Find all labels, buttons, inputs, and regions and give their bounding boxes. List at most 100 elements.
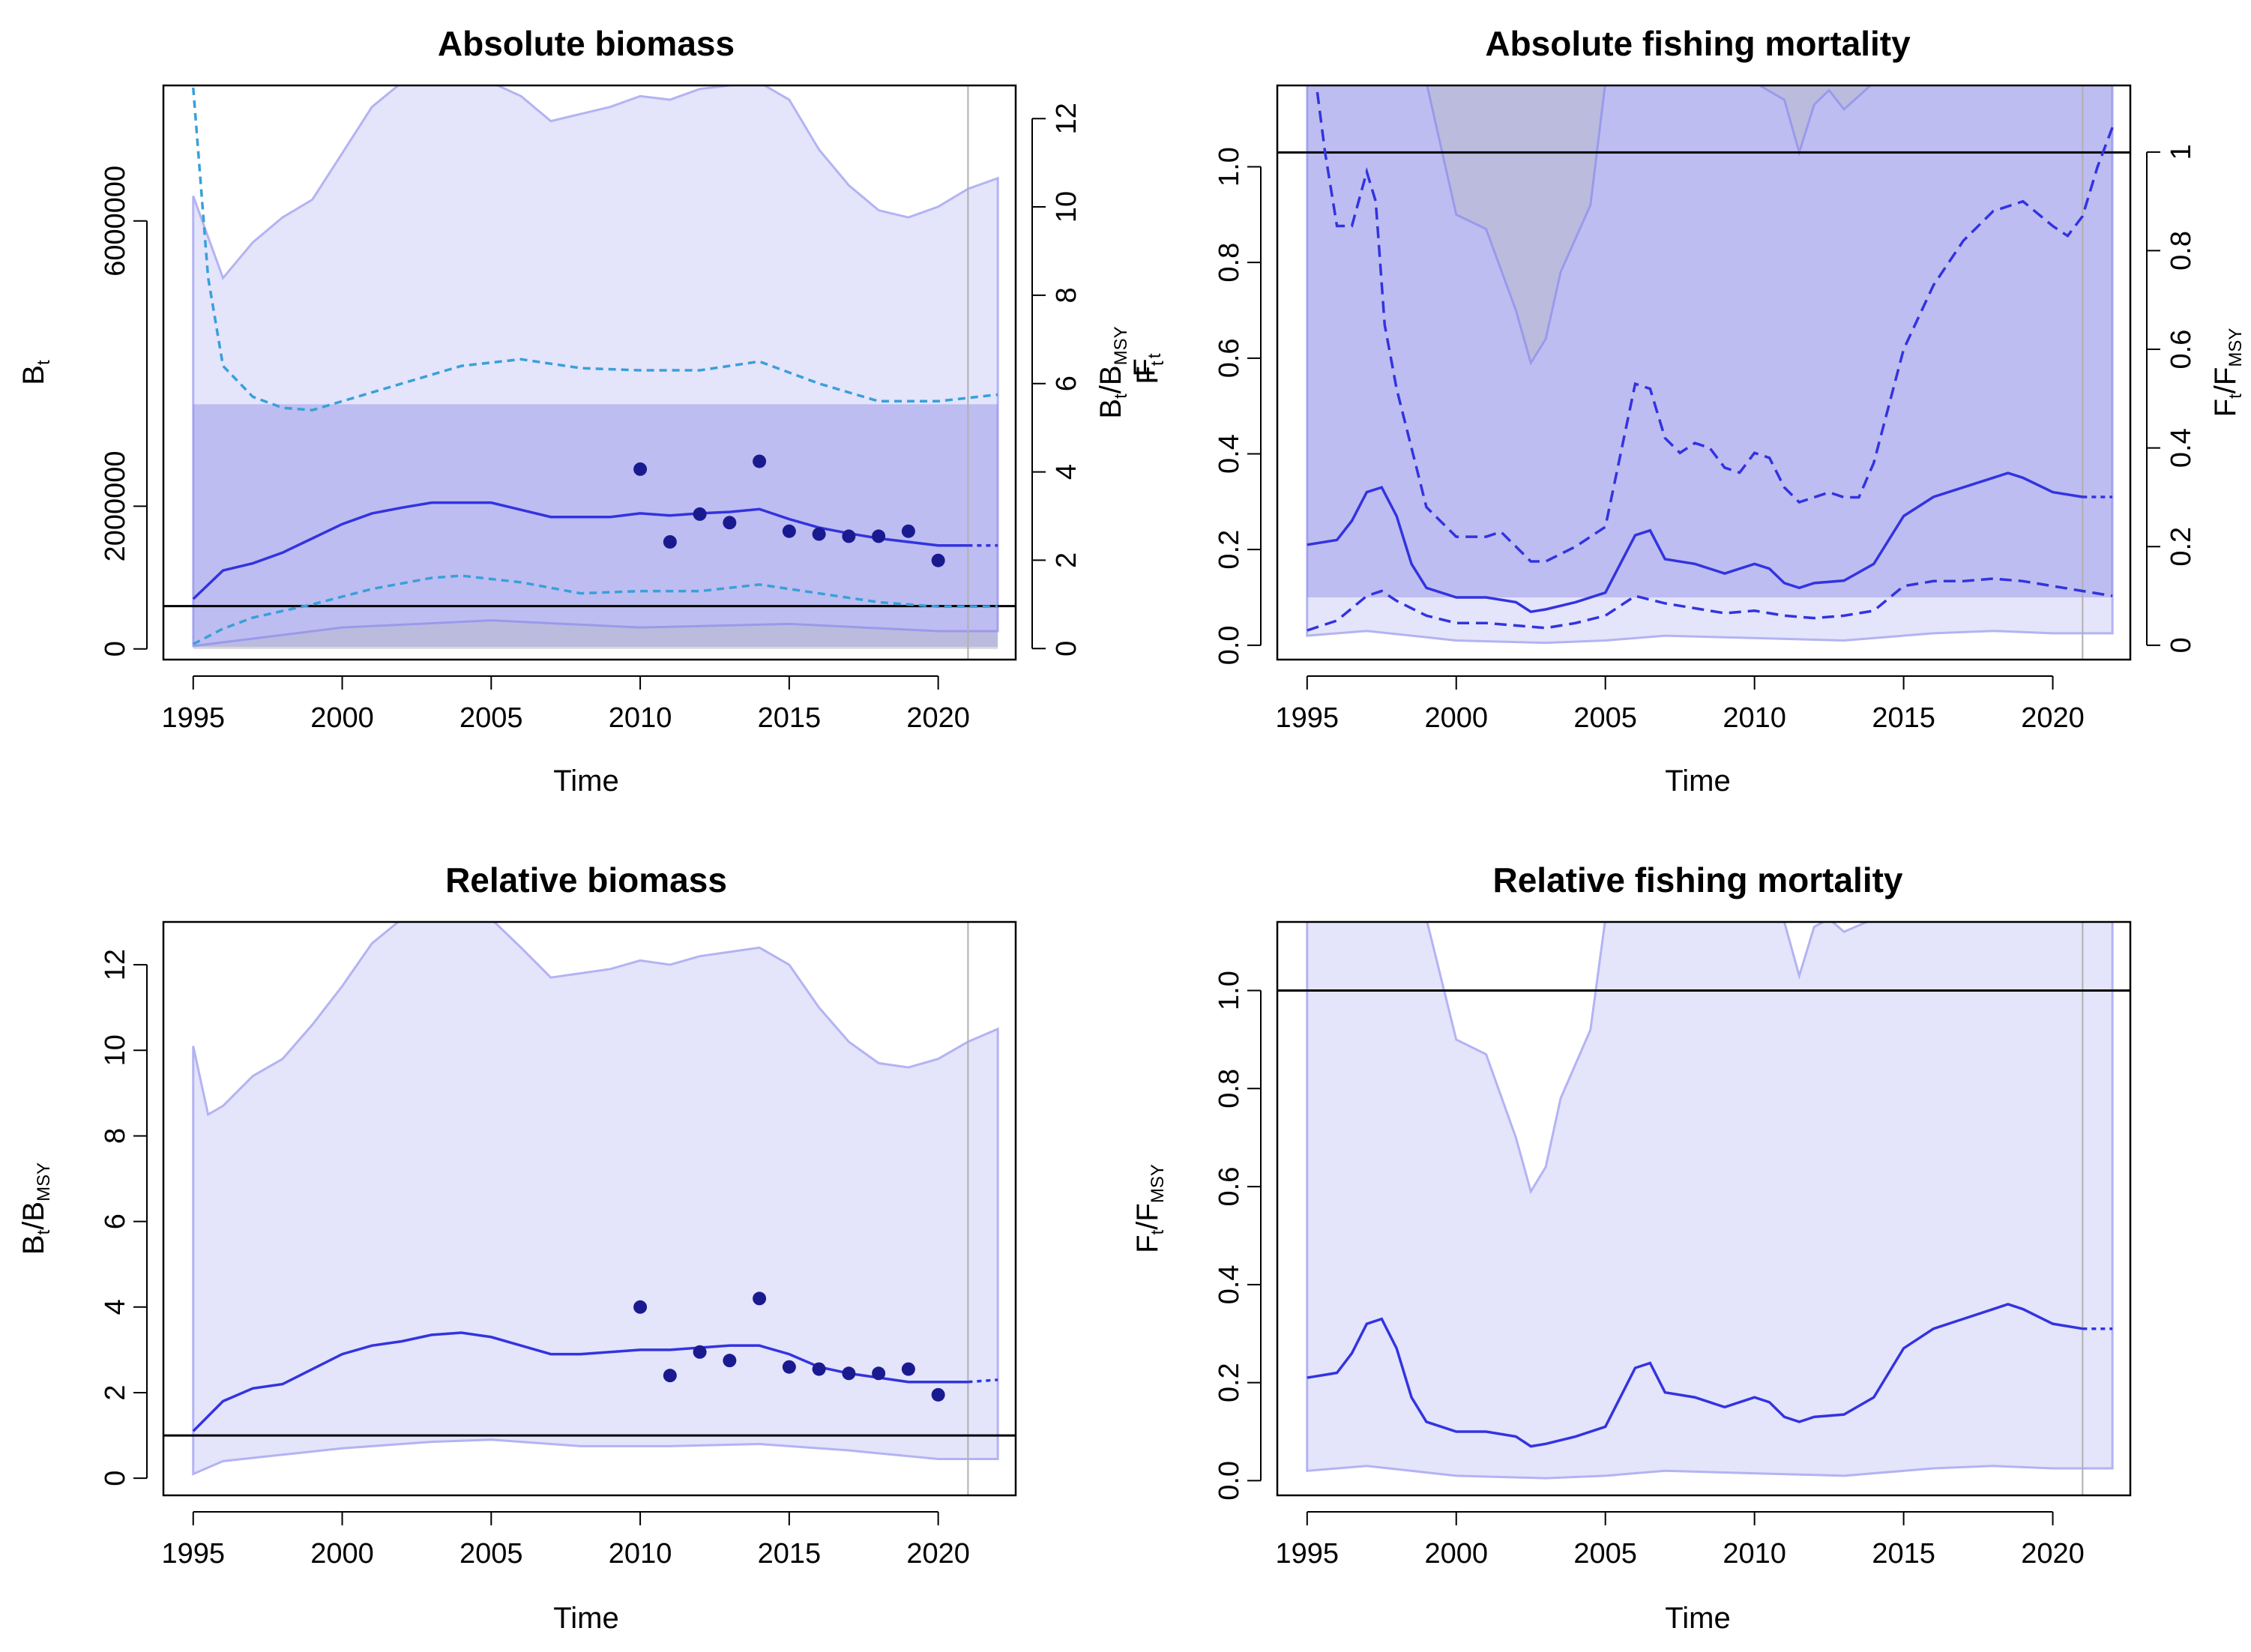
ratio-lower-dashed-line [192, 574, 998, 645]
observation-point [753, 1291, 767, 1306]
y-tick-label: 1.0 [1214, 147, 1245, 187]
estimate-line [1307, 1303, 2083, 1448]
label-symbol: F [1131, 366, 1164, 384]
x-tick-label: 2010 [1723, 1538, 1786, 1570]
plot-frame [162, 920, 1017, 1497]
y-tick-label: 8 [100, 1128, 131, 1144]
observation-point [723, 516, 737, 530]
y-tick-label: 0.6 [1214, 338, 1245, 378]
confidence-interval-band [1306, 85, 2114, 645]
confidence-interval-band [192, 85, 999, 648]
right-tick-label: 0.8 [2166, 231, 2197, 271]
label-subscript: t [1148, 361, 1168, 366]
x-axis: 1995 2000 2005 2010 2015 2020 [1276, 1511, 2085, 1570]
right-tick-label: 0.4 [2166, 428, 2197, 468]
observation-point [693, 507, 707, 521]
y-axis-title: Bt [17, 360, 54, 385]
confidence-interval-band [192, 922, 999, 1476]
plot-area [163, 85, 1016, 660]
y-tick-label: 0 [100, 641, 131, 657]
y-tick-label: 2 [100, 1384, 131, 1400]
estimate-line [192, 1331, 968, 1432]
x-axis-title: Time [553, 1602, 618, 1635]
plot-area [1277, 85, 2130, 660]
right-tick-label: 0.6 [2166, 330, 2197, 370]
y-tick-label: 0.8 [1214, 243, 1245, 283]
panel-title: Relative biomass [445, 860, 727, 899]
label-symbol: F [1131, 1203, 1164, 1221]
x-axis: 1995 2000 2005 2010 2015 2020 [161, 675, 970, 734]
x-tick-label: 2005 [1573, 702, 1637, 734]
x-tick-label: 2000 [1424, 1538, 1488, 1570]
confidence-interval-band [1306, 922, 2114, 1480]
y-tick-label: 2000000 [100, 450, 131, 561]
label-subscript: t [1145, 353, 1165, 358]
label-subscript: t [34, 1229, 54, 1235]
panel-title: Absolute biomass [438, 24, 735, 63]
right-tick-label: 8 [1051, 287, 1082, 303]
y-tick-label: 0.6 [1214, 1167, 1245, 1207]
observation-point [931, 1387, 945, 1402]
plot-area [163, 922, 1016, 1495]
y-tick-label: 6000000 [100, 166, 131, 277]
panel-title: Absolute fishing mortality [1485, 24, 1911, 63]
y-tick-label: 0 [100, 1471, 131, 1486]
estimate-line [1307, 471, 2083, 614]
x-tick-label: 2020 [906, 702, 970, 734]
right-tick-label: 12 [1051, 103, 1082, 134]
x-tick-label: 2015 [758, 702, 822, 734]
right-tick-label: 4 [1051, 464, 1082, 480]
x-tick-label: 1995 [161, 1538, 225, 1570]
y-axis: 0.0 0.2 0.4 0.6 0.8 1.0 [1214, 971, 1262, 1501]
observation-point [782, 1360, 796, 1374]
label-subscript: MSY [1148, 1164, 1168, 1203]
x-tick-label: 2005 [1573, 1538, 1637, 1570]
plot-area [1277, 922, 2130, 1495]
right-axis: 0 2 4 6 8 10 12 [1031, 103, 1082, 657]
x-tick-label: 2005 [459, 1538, 523, 1570]
y-tick-label: 0.4 [1214, 434, 1245, 474]
label-subscript: t [2226, 394, 2246, 399]
x-axis-title: Time [553, 765, 618, 798]
observation-point [872, 529, 886, 543]
label-symbol: F [2209, 367, 2242, 385]
panel-relative-biomass: Relative biomass Time 1995 2000 2005 2010 20… [17, 860, 1017, 1635]
observation-point [842, 1366, 856, 1381]
y-tick-label: 0.2 [1214, 530, 1245, 570]
label-subscript: t [1148, 1229, 1168, 1235]
label-symbol: F [2209, 399, 2242, 417]
right-tick-label: 10 [1051, 191, 1082, 223]
y-tick-label: 0.0 [1214, 1461, 1245, 1501]
x-tick-label: 1995 [161, 702, 225, 734]
ratio-lower-dashed-line [1307, 577, 2113, 632]
observation-point [753, 454, 767, 468]
x-tick-label: 2020 [906, 1538, 970, 1570]
estimate-line [192, 501, 968, 600]
label-separator: / [2209, 385, 2242, 394]
panel-absolute-fishing-mortality: Absolute fishing mortality Time 1995 2000… [1131, 24, 2246, 798]
x-tick-label: 1995 [1276, 702, 1340, 734]
y-tick-label: 4 [100, 1299, 131, 1315]
y-tick-label: 6 [100, 1214, 131, 1229]
observation-point [901, 1362, 915, 1376]
observation-point [723, 1354, 737, 1368]
label-subscript: MSY [34, 1163, 54, 1202]
x-tick-label: 2015 [1872, 702, 1935, 734]
y-tick-label: 12 [100, 949, 131, 980]
observation-point [931, 553, 945, 567]
right-tick-label: 6 [1051, 376, 1082, 391]
y-axis: 0.0 0.2 0.4 0.6 0.8 1.0 [1214, 147, 1262, 665]
right-tick-label: 1 [2166, 144, 2197, 160]
label-symbol: F [1128, 358, 1161, 376]
right-tick-label: 0 [1051, 641, 1082, 657]
x-tick-label: 2010 [609, 702, 672, 734]
observation-point [812, 1362, 826, 1376]
x-tick-label: 2020 [2021, 702, 2085, 734]
y-axis-title: Ft [1131, 361, 1168, 384]
ratio-upper-dashed-line [1315, 85, 2114, 563]
observation-point [633, 1300, 648, 1314]
x-tick-label: 2000 [310, 702, 374, 734]
x-axis: 1995 2000 2005 2010 2015 2020 [1276, 675, 2085, 734]
x-axis-title: Time [1665, 765, 1730, 798]
